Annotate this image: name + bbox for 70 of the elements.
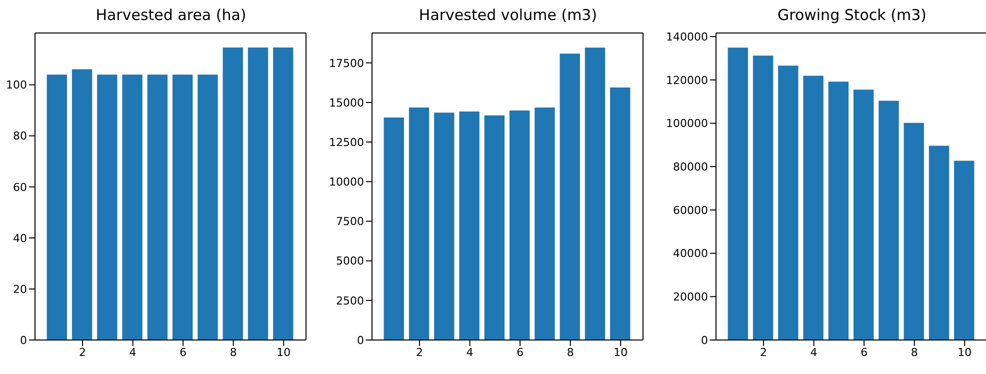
x-tick-label: 8 <box>566 346 574 359</box>
bar <box>803 76 824 340</box>
y-tick-label: 120000 <box>666 74 708 87</box>
y-tick-label: 15000 <box>329 96 364 110</box>
x-tick-label: 6 <box>516 346 524 359</box>
x-tick-label: 8 <box>910 346 918 359</box>
y-tick-label: 20 <box>13 282 27 296</box>
x-tick-label: 10 <box>614 346 628 359</box>
bar <box>97 74 118 340</box>
y-tick-label: 17500 <box>329 56 364 70</box>
y-tick-label: 0 <box>701 334 708 347</box>
bar <box>928 146 950 340</box>
bar <box>222 48 243 340</box>
x-tick-label: 6 <box>180 346 187 359</box>
y-tick-label: 7500 <box>336 215 364 228</box>
x-tick-label: 4 <box>466 346 474 359</box>
bar <box>752 56 774 340</box>
y-tick-label: 60 <box>13 180 27 194</box>
x-tick-label: 4 <box>810 346 818 359</box>
bar <box>72 69 92 340</box>
bar <box>273 48 294 340</box>
x-tick-label: 2 <box>79 346 86 359</box>
bar <box>384 117 404 340</box>
chart-title: Growing Stock (m3) <box>776 6 928 24</box>
bar <box>560 54 580 340</box>
bar <box>584 48 606 340</box>
y-tick-label: 12500 <box>329 136 364 149</box>
bar <box>459 111 480 340</box>
y-tick-label: 100000 <box>666 117 708 130</box>
bar <box>147 74 168 340</box>
bar <box>172 74 193 340</box>
bar <box>248 48 268 340</box>
y-tick-label: 20000 <box>673 290 708 304</box>
bar <box>610 88 630 340</box>
bar <box>198 74 218 340</box>
chart-title: Harvested volume (m3) <box>418 6 598 24</box>
x-tick-label: 4 <box>129 346 136 359</box>
bar <box>904 122 924 340</box>
y-tick-label: 0 <box>20 334 27 347</box>
x-tick-label: 2 <box>760 346 768 359</box>
y-tick-label: 100 <box>6 78 27 92</box>
y-tick-label: 80000 <box>673 160 708 174</box>
x-tick-label: 10 <box>276 346 291 359</box>
bar <box>728 48 748 340</box>
y-tick-label: 40 <box>13 232 27 245</box>
y-tick-label: 5000 <box>336 254 364 268</box>
bar <box>510 110 530 340</box>
bar <box>122 74 142 340</box>
y-tick-label: 2500 <box>336 294 364 308</box>
y-tick-label: 140000 <box>666 30 708 44</box>
y-tick-label: 60000 <box>673 204 708 217</box>
chart-title: Harvested area (ha) <box>94 6 248 24</box>
y-tick-label: 10000 <box>329 176 364 189</box>
bar <box>878 100 899 340</box>
x-tick-label: 6 <box>860 346 868 359</box>
bar <box>484 115 505 340</box>
x-tick-label: 10 <box>958 346 972 359</box>
bar <box>954 160 974 340</box>
bar <box>854 90 874 340</box>
x-tick-label: 8 <box>230 346 237 359</box>
bar <box>434 112 454 340</box>
bar <box>534 108 555 340</box>
bar <box>778 66 798 340</box>
bar <box>46 74 67 340</box>
bar <box>828 82 849 340</box>
y-tick-label: 0 <box>357 334 364 347</box>
bar <box>408 108 430 340</box>
y-tick-label: 40000 <box>673 247 708 260</box>
x-tick-label: 2 <box>416 346 424 359</box>
y-tick-label: 80 <box>13 130 27 143</box>
